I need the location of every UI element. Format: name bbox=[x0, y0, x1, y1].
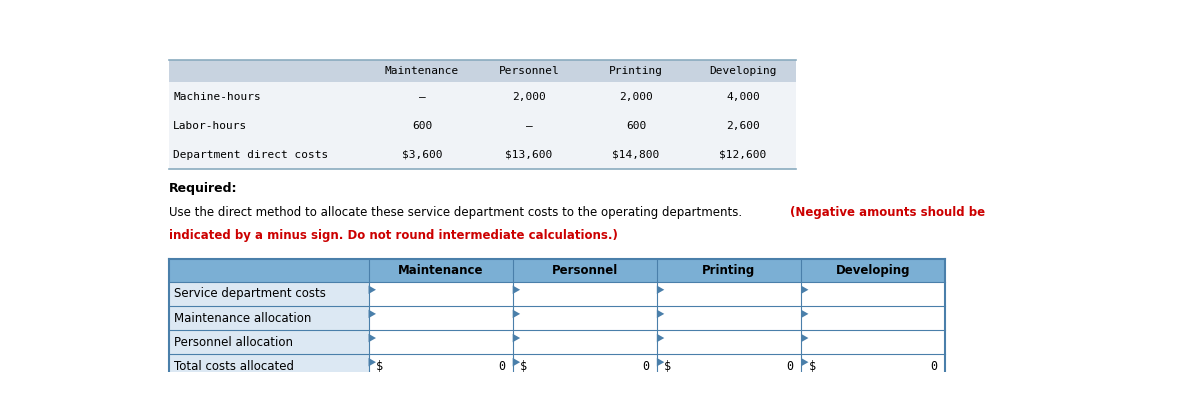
Text: Maintenance: Maintenance bbox=[398, 264, 484, 277]
Bar bbox=[168, 330, 368, 354]
Polygon shape bbox=[802, 285, 809, 294]
Text: Service department costs: Service department costs bbox=[174, 288, 326, 301]
Polygon shape bbox=[656, 334, 665, 342]
Polygon shape bbox=[512, 334, 520, 342]
Bar bbox=[802, 354, 946, 378]
Text: 0: 0 bbox=[498, 360, 505, 373]
Bar bbox=[512, 306, 656, 330]
Bar bbox=[512, 354, 656, 378]
Text: Personnel: Personnel bbox=[552, 264, 618, 277]
Text: 2,600: 2,600 bbox=[726, 121, 760, 131]
Text: Developing: Developing bbox=[709, 66, 776, 76]
Text: Personnel allocation: Personnel allocation bbox=[174, 336, 293, 349]
Text: 600: 600 bbox=[626, 121, 646, 131]
Bar bbox=[168, 354, 368, 378]
Text: (Negative amounts should be: (Negative amounts should be bbox=[790, 206, 985, 219]
Text: Maintenance: Maintenance bbox=[385, 66, 460, 76]
Bar bbox=[802, 330, 946, 354]
Bar bbox=[168, 82, 797, 111]
Text: Machine-hours: Machine-hours bbox=[173, 92, 262, 102]
Text: Developing: Developing bbox=[836, 264, 911, 277]
Bar bbox=[368, 330, 512, 354]
Bar bbox=[802, 306, 946, 330]
Text: Personnel: Personnel bbox=[498, 66, 559, 76]
Polygon shape bbox=[368, 310, 376, 318]
Polygon shape bbox=[368, 358, 376, 367]
Text: –: – bbox=[419, 92, 425, 102]
Text: indicated by a minus sign. Do not round intermediate calculations.): indicated by a minus sign. Do not round … bbox=[168, 229, 618, 242]
Text: 4,000: 4,000 bbox=[726, 92, 760, 102]
Text: $13,600: $13,600 bbox=[505, 150, 552, 160]
Text: $12,600: $12,600 bbox=[719, 150, 767, 160]
Polygon shape bbox=[802, 334, 809, 342]
Text: Maintenance allocation: Maintenance allocation bbox=[174, 311, 312, 325]
Text: $3,600: $3,600 bbox=[402, 150, 443, 160]
Polygon shape bbox=[802, 310, 809, 318]
Bar bbox=[168, 282, 368, 306]
Bar bbox=[656, 282, 802, 306]
Text: 0: 0 bbox=[786, 360, 793, 373]
Bar bbox=[168, 306, 368, 330]
Text: Use the direct method to allocate these service department costs to the operatin: Use the direct method to allocate these … bbox=[168, 206, 745, 219]
Polygon shape bbox=[512, 358, 520, 367]
Bar bbox=[168, 111, 797, 140]
Bar bbox=[368, 282, 512, 306]
Bar bbox=[512, 330, 656, 354]
Polygon shape bbox=[802, 358, 809, 367]
Polygon shape bbox=[368, 285, 376, 294]
Text: Labor-hours: Labor-hours bbox=[173, 121, 247, 131]
Bar bbox=[656, 330, 802, 354]
Bar bbox=[368, 306, 512, 330]
Polygon shape bbox=[512, 310, 520, 318]
Text: 600: 600 bbox=[412, 121, 432, 131]
Text: Total costs allocated: Total costs allocated bbox=[174, 360, 294, 373]
Text: –: – bbox=[526, 121, 533, 131]
Text: Department direct costs: Department direct costs bbox=[173, 150, 329, 160]
Bar bbox=[656, 354, 802, 378]
Polygon shape bbox=[368, 334, 376, 342]
Text: Printing: Printing bbox=[702, 264, 756, 277]
Bar bbox=[368, 354, 512, 378]
Text: Required:: Required: bbox=[168, 182, 238, 195]
Bar bbox=[656, 306, 802, 330]
Text: $: $ bbox=[665, 360, 672, 373]
Bar bbox=[512, 282, 656, 306]
Text: 0: 0 bbox=[642, 360, 649, 373]
Text: Printing: Printing bbox=[608, 66, 662, 76]
Text: $: $ bbox=[809, 360, 816, 373]
Polygon shape bbox=[512, 285, 520, 294]
Bar bbox=[802, 282, 946, 306]
Polygon shape bbox=[656, 310, 665, 318]
Text: $14,800: $14,800 bbox=[612, 150, 660, 160]
Polygon shape bbox=[656, 358, 665, 367]
Text: 0: 0 bbox=[930, 360, 937, 373]
Text: 2,000: 2,000 bbox=[512, 92, 546, 102]
Text: $: $ bbox=[376, 360, 383, 373]
Bar bbox=[168, 260, 946, 282]
Bar bbox=[168, 140, 797, 169]
Bar bbox=[168, 60, 797, 82]
Text: 2,000: 2,000 bbox=[619, 92, 653, 102]
Text: $: $ bbox=[520, 360, 527, 373]
Polygon shape bbox=[656, 285, 665, 294]
